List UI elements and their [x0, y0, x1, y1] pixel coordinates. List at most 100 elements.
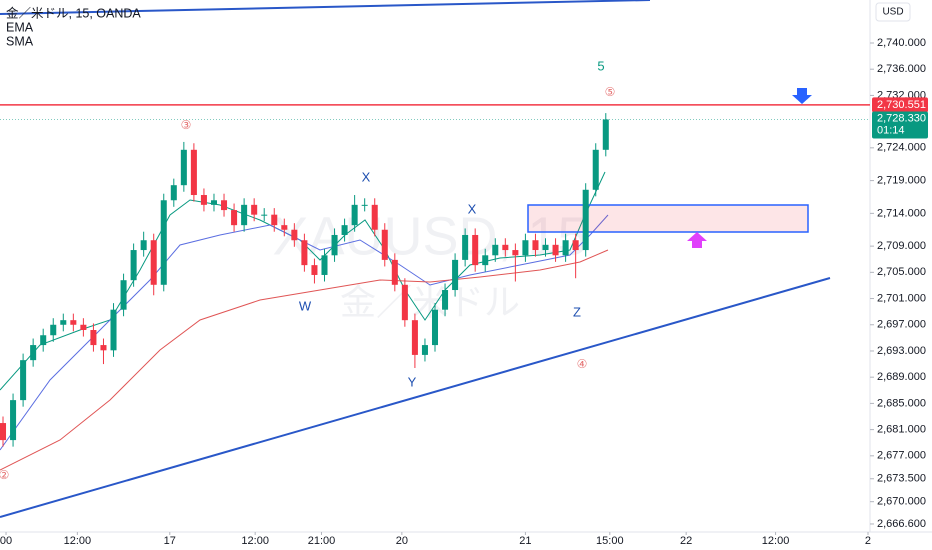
indicator-label: EMA [6, 20, 34, 34]
y-tick-label: 2,736.000 [877, 63, 926, 75]
wave-label: X [468, 201, 477, 216]
y-tick-label: 2,714.000 [877, 207, 926, 219]
candle-body [482, 255, 489, 266]
y-tick-label: 2,689.000 [877, 371, 926, 383]
x-tick-label: 2 [865, 535, 871, 547]
candle-body [592, 149, 599, 190]
candle-body [351, 204, 358, 226]
candle-body [20, 360, 27, 401]
indicator-label: SMA [6, 34, 34, 48]
y-tick-label: 2,681.000 [877, 424, 926, 436]
candle-body [411, 320, 418, 355]
x-tick-label: 12:00 [64, 535, 92, 547]
candle-body [361, 204, 368, 206]
wave-label: ④ [577, 357, 588, 371]
candle-body [472, 234, 479, 266]
x-tick-label: 17 [164, 535, 176, 547]
candle-body [532, 240, 539, 251]
candle-body [0, 423, 7, 441]
candle-body [542, 244, 549, 251]
candle-body [120, 280, 127, 310]
wave-label: X [362, 169, 371, 184]
wave-label: ⑤ [605, 85, 616, 99]
y-tick-label: 2,740.000 [877, 37, 926, 49]
y-tick-label: 2,685.000 [877, 397, 926, 409]
watermark: 金／米ドル [340, 282, 520, 323]
candle-body [180, 149, 187, 186]
candle-body [210, 200, 217, 205]
currency-box [875, 2, 911, 22]
candle-body [331, 234, 338, 256]
candle-body [110, 309, 117, 351]
y-tick-label: 2,673.500 [877, 473, 926, 485]
wave-label: ③ [181, 118, 192, 132]
y-tick-label: 2,719.000 [877, 175, 926, 187]
candle-body [462, 234, 469, 260]
wave-label: 5 [597, 58, 604, 73]
x-tick-label: 12:00 [762, 535, 790, 547]
x-tick-label: 22 [680, 535, 692, 547]
x-tick-label: 00 [0, 535, 12, 547]
candle-body [170, 185, 177, 201]
y-tick-label: 2,670.000 [877, 496, 926, 508]
y-tick-label: 2,701.000 [877, 292, 926, 304]
candle-body [271, 214, 278, 226]
candle-body [30, 345, 37, 361]
x-tick-label: 21 [519, 535, 531, 547]
wave-label: Z [573, 304, 581, 319]
y-tick-label: 2,724.000 [877, 142, 926, 154]
down-arrow [792, 88, 812, 104]
candle-body [562, 240, 569, 256]
candle-body [502, 244, 509, 251]
candle-body [602, 119, 609, 150]
candle-body [452, 259, 459, 291]
candle-body [60, 320, 67, 325]
x-tick-label: 21:00 [308, 535, 336, 547]
candle-body [301, 240, 308, 266]
candle-body [140, 240, 147, 251]
alert-label-box [872, 97, 928, 113]
candle-body [221, 200, 228, 211]
candle-body [492, 244, 499, 256]
candle-body [341, 225, 348, 235]
trend-line [0, 277, 831, 518]
candle-body [251, 204, 258, 215]
candle-body [241, 204, 248, 226]
y-tick-label: 2,666.600 [877, 518, 926, 530]
candle-body [552, 244, 559, 256]
candle-body [50, 324, 57, 336]
x-tick-label: 20 [396, 535, 408, 547]
candle-body [190, 149, 197, 196]
candle-body [421, 345, 428, 355]
candle-body [231, 210, 238, 226]
y-tick-label: 2,693.000 [877, 345, 926, 357]
candle-body [10, 400, 17, 441]
candle-body [391, 259, 398, 285]
wave-label: ② [0, 468, 9, 482]
candle-body [291, 229, 298, 241]
candle-body [261, 214, 268, 216]
y-tick-label: 2,709.000 [877, 240, 926, 252]
sma-long-line [0, 249, 609, 471]
candle-body [381, 229, 388, 260]
x-tick-label: 12:00 [241, 535, 269, 547]
x-tick-label: 15:00 [596, 535, 624, 547]
candle-body [431, 309, 439, 346]
last-price-label: 2,728.330 [877, 112, 926, 124]
trend-line [0, 0, 651, 15]
up-arrow [687, 232, 707, 248]
candle-body [70, 320, 77, 325]
candle-body [150, 240, 157, 285]
candle-body [100, 345, 107, 351]
candle-body [80, 324, 87, 331]
candle-body [512, 250, 519, 256]
candle-body [311, 265, 318, 275]
alert-label: 2,730.551 [877, 99, 926, 111]
candle-body [40, 335, 47, 346]
wave-label: Y [408, 374, 417, 389]
countdown: 01:14 [877, 124, 905, 136]
candle-body [371, 204, 378, 230]
candle-body [200, 195, 207, 205]
